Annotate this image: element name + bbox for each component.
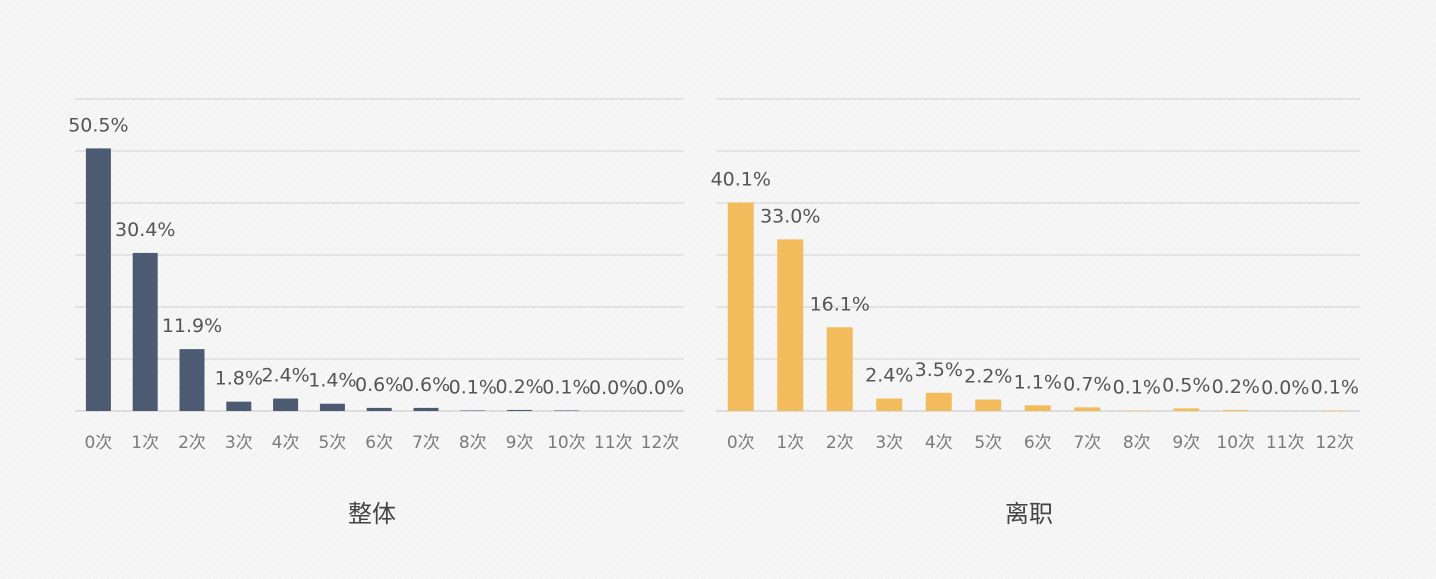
x-tick-label: 9次 bbox=[506, 433, 534, 453]
bar-value-label: 0.2% bbox=[1212, 376, 1260, 398]
bar bbox=[826, 327, 853, 411]
x-tick-label: 11次 bbox=[594, 433, 633, 453]
x-tick-label: 8次 bbox=[1123, 433, 1151, 453]
bar-value-label: 0.6% bbox=[402, 374, 450, 396]
chart-title: 整体 bbox=[348, 500, 396, 528]
bar-value-label: 3.5% bbox=[915, 359, 963, 381]
bar-value-label: 2.2% bbox=[964, 366, 1012, 388]
bar bbox=[1074, 407, 1101, 411]
bar bbox=[413, 407, 439, 411]
x-tick-label: 1次 bbox=[776, 433, 804, 453]
bar bbox=[1024, 405, 1051, 411]
bar-value-label: 0.5% bbox=[1162, 374, 1210, 396]
x-tick-label: 1次 bbox=[131, 433, 159, 453]
x-tick-label: 5次 bbox=[318, 433, 346, 453]
bar-value-label: 0.0% bbox=[1261, 377, 1309, 399]
bar-value-label: 0.1% bbox=[1311, 376, 1359, 398]
bar-value-label: 1.1% bbox=[1014, 371, 1062, 393]
x-tick-label: 0次 bbox=[727, 433, 755, 453]
bar bbox=[507, 409, 533, 411]
x-tick-label: 11次 bbox=[1266, 433, 1305, 453]
bar bbox=[1321, 410, 1348, 411]
bar-value-label: 1.4% bbox=[308, 370, 356, 392]
bar-value-label: 50.5% bbox=[68, 114, 128, 136]
x-tick-label: 5次 bbox=[974, 433, 1002, 453]
bar-value-label: 0.0% bbox=[636, 377, 684, 399]
bar-value-label: 40.1% bbox=[711, 168, 771, 190]
x-tick-label: 10次 bbox=[547, 433, 586, 453]
bar-value-label: 1.8% bbox=[215, 368, 263, 390]
x-tick-label: 6次 bbox=[1024, 433, 1052, 453]
x-tick-label: 7次 bbox=[1073, 433, 1101, 453]
bar-value-label: 0.0% bbox=[589, 377, 637, 399]
bar bbox=[1222, 409, 1249, 411]
bar bbox=[975, 399, 1002, 411]
bar bbox=[1173, 408, 1200, 411]
x-tick-label: 3次 bbox=[225, 433, 253, 453]
bar-value-label: 11.9% bbox=[162, 315, 222, 337]
bar-value-label: 0.1% bbox=[1113, 376, 1161, 398]
x-tick-label: 0次 bbox=[84, 433, 112, 453]
chart-overall: 50.5% 0次 30.4% 1次 11.9% 2次 1.8% 3次 2.4% 4次 1.4% 5次 0… bbox=[68, 98, 684, 528]
x-tick-label: 2次 bbox=[178, 433, 206, 453]
bar-value-label: 0.7% bbox=[1063, 373, 1111, 395]
bar bbox=[85, 148, 111, 411]
bar bbox=[777, 239, 804, 411]
bar-value-label: 0.1% bbox=[449, 376, 497, 398]
bar-value-label: 33.0% bbox=[760, 205, 820, 227]
x-tick-label: 6次 bbox=[365, 433, 393, 453]
bar-value-label: 16.1% bbox=[810, 293, 870, 315]
bar bbox=[460, 410, 486, 411]
bar-value-label: 30.4% bbox=[115, 219, 175, 241]
x-tick-label: 12次 bbox=[1315, 433, 1354, 453]
bar bbox=[876, 398, 903, 411]
x-tick-label: 2次 bbox=[826, 433, 854, 453]
bar bbox=[319, 403, 345, 411]
bar bbox=[226, 401, 252, 411]
bar bbox=[179, 349, 205, 411]
x-tick-label: 7次 bbox=[412, 433, 440, 453]
x-tick-label: 9次 bbox=[1172, 433, 1200, 453]
x-tick-label: 4次 bbox=[925, 433, 953, 453]
bar bbox=[132, 252, 158, 411]
x-tick-label: 8次 bbox=[459, 433, 487, 453]
bar-value-label: 0.1% bbox=[542, 376, 590, 398]
chart-title: 离职 bbox=[1005, 500, 1053, 528]
bar-value-label: 0.2% bbox=[495, 376, 543, 398]
x-tick-label: 3次 bbox=[875, 433, 903, 453]
bar bbox=[1123, 410, 1150, 411]
chart-resigned: 40.1% 0次 33.0% 1次 16.1% 2次 2.4% 3次 3.5% 4次 2.2% 5次 1… bbox=[711, 98, 1360, 528]
x-tick-label: 4次 bbox=[272, 433, 300, 453]
bar bbox=[925, 392, 952, 411]
bar bbox=[366, 407, 392, 411]
bar bbox=[727, 202, 754, 411]
bar bbox=[553, 410, 579, 411]
bar-value-label: 2.4% bbox=[865, 365, 913, 387]
bar bbox=[273, 398, 299, 411]
x-tick-label: 10次 bbox=[1216, 433, 1255, 453]
x-tick-label: 12次 bbox=[641, 433, 680, 453]
bar-value-label: 0.6% bbox=[355, 374, 403, 396]
bar-value-label: 2.4% bbox=[261, 365, 309, 387]
